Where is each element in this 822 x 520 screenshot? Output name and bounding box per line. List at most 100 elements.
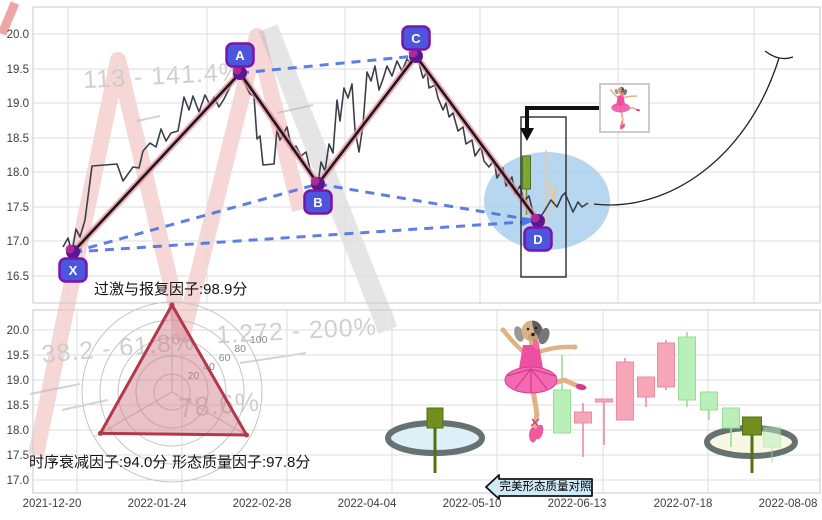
pattern-marker-d[interactable]: D	[523, 213, 553, 252]
fib-watermark-text: 113 - 141.4%	[83, 58, 243, 94]
x-date-label: 2021-12-20	[23, 498, 82, 510]
candle	[742, 416, 762, 473]
pattern-segment	[238, 71, 320, 186]
podium-candle-body	[426, 407, 444, 429]
watermark-sketch-dash	[29, 383, 81, 395]
radar-vertex	[97, 430, 103, 436]
annotation-rect	[520, 116, 567, 278]
y-tick-label: 18.0	[7, 167, 29, 179]
marker-letter: D	[533, 232, 542, 247]
highlight-ellipse	[484, 152, 610, 250]
marker-letter: X	[69, 263, 78, 278]
marker-letter: C	[411, 31, 421, 46]
y-tick-label: 17.0	[7, 236, 29, 248]
pattern-marker-a[interactable]: A	[225, 42, 255, 81]
top-panel-grid	[32, 6, 821, 304]
factor-label-time-decay: 时序衰减因子:94.0分	[29, 454, 168, 471]
y-tick-label: 17.5	[7, 450, 29, 462]
radar-tick-label: 60	[219, 352, 231, 364]
radar-polygon	[98, 303, 249, 437]
x-date-label: 2022-06-13	[548, 498, 607, 510]
panel-border	[32, 309, 821, 494]
candle	[722, 407, 740, 447]
marker-letter: A	[235, 48, 245, 63]
y-tick-label: 16.5	[7, 271, 29, 283]
candle-body	[637, 376, 655, 398]
y-tick-label: 18.0	[7, 425, 29, 437]
marker-dot-highlight	[530, 213, 540, 223]
dog-ballerina-figure-large	[500, 321, 587, 443]
x-date-label: 2022-04-04	[338, 498, 397, 510]
marker-dot-highlight	[65, 244, 75, 254]
candle-body	[657, 342, 675, 388]
candle	[637, 376, 655, 407]
marker-label-box	[303, 189, 333, 215]
candle-body	[595, 398, 613, 403]
factor-label-overshoot: 过激与报复因子:98.9分	[94, 281, 248, 298]
radar-tick-label: 100	[250, 334, 268, 346]
y-tick-label: 20.0	[7, 29, 29, 41]
candle-body	[700, 391, 718, 411]
candle-body	[678, 336, 696, 401]
marker-letter: B	[313, 195, 322, 210]
candle	[678, 332, 696, 407]
radar-tick-label: 80	[234, 343, 246, 355]
pattern-segment	[316, 54, 418, 186]
marker-label-box	[401, 25, 431, 51]
radar-spoke	[171, 391, 251, 438]
y-tick-label: 18.5	[7, 400, 29, 412]
marker-label-box	[225, 42, 255, 68]
pattern-marker-b[interactable]: B	[303, 176, 333, 215]
price-line	[62, 55, 589, 253]
pattern-marker-c[interactable]: C	[401, 25, 431, 64]
radar-vertex	[169, 302, 175, 308]
y-tick-label: 20.0	[7, 325, 29, 337]
candle	[763, 426, 781, 463]
radar-tick-label: 20	[188, 370, 200, 382]
dashed-arrowhead	[522, 217, 533, 226]
y-tick-label: 19.5	[7, 350, 29, 362]
watermark-sketch-dash	[136, 115, 161, 122]
factor-label-quality: 形态质量因子:97.8分	[172, 454, 311, 471]
watermark-red-corner	[0, 1, 20, 36]
retracement-dashed-line	[72, 182, 319, 254]
mini-tan-line	[548, 181, 557, 210]
radar-vertex	[244, 432, 250, 438]
quality-compare-arrow-box[interactable]	[485, 474, 593, 500]
candle-body	[616, 361, 634, 421]
watermark-sketch-dash	[276, 104, 314, 114]
panel-border	[32, 6, 821, 304]
y-tick-label: 19.5	[7, 64, 29, 76]
trend-curve-cap	[764, 50, 794, 60]
y-tick-label: 17.5	[7, 202, 29, 214]
candle	[616, 358, 634, 421]
candle	[657, 340, 675, 390]
retracement-dashed-line	[72, 219, 539, 254]
x-date-label: 2022-05-10	[443, 498, 502, 510]
y-tick-label: 18.5	[7, 133, 29, 145]
candle	[595, 398, 613, 445]
trend-curve-arrow	[593, 57, 780, 206]
quality-compare-label[interactable]: 完美形态质量对照	[499, 481, 592, 493]
x-date-label: 2022-07-18	[654, 498, 713, 510]
x-date-label: 2022-02-28	[233, 498, 292, 510]
y-tick-label: 19.0	[7, 375, 29, 387]
retracement-dashed-line	[239, 54, 417, 75]
pattern-marker-x[interactable]: X	[58, 244, 88, 283]
candle	[574, 403, 592, 457]
mini-candle-body	[522, 155, 531, 190]
marker-label-box	[58, 257, 88, 283]
candle-body	[574, 411, 592, 424]
candle	[553, 355, 571, 434]
x-date-label: 2022-01-24	[128, 498, 187, 510]
candle-body	[553, 389, 571, 434]
y-tick-label: 19.0	[7, 98, 29, 110]
y-tick-label: 17.0	[7, 475, 29, 487]
pattern-segment	[71, 71, 242, 254]
radar-chart: 20406080100	[81, 301, 268, 483]
elbow-arrow-head	[520, 128, 534, 141]
marker-dot-highlight	[310, 176, 320, 186]
watermark-red-zigzag	[28, 28, 308, 457]
